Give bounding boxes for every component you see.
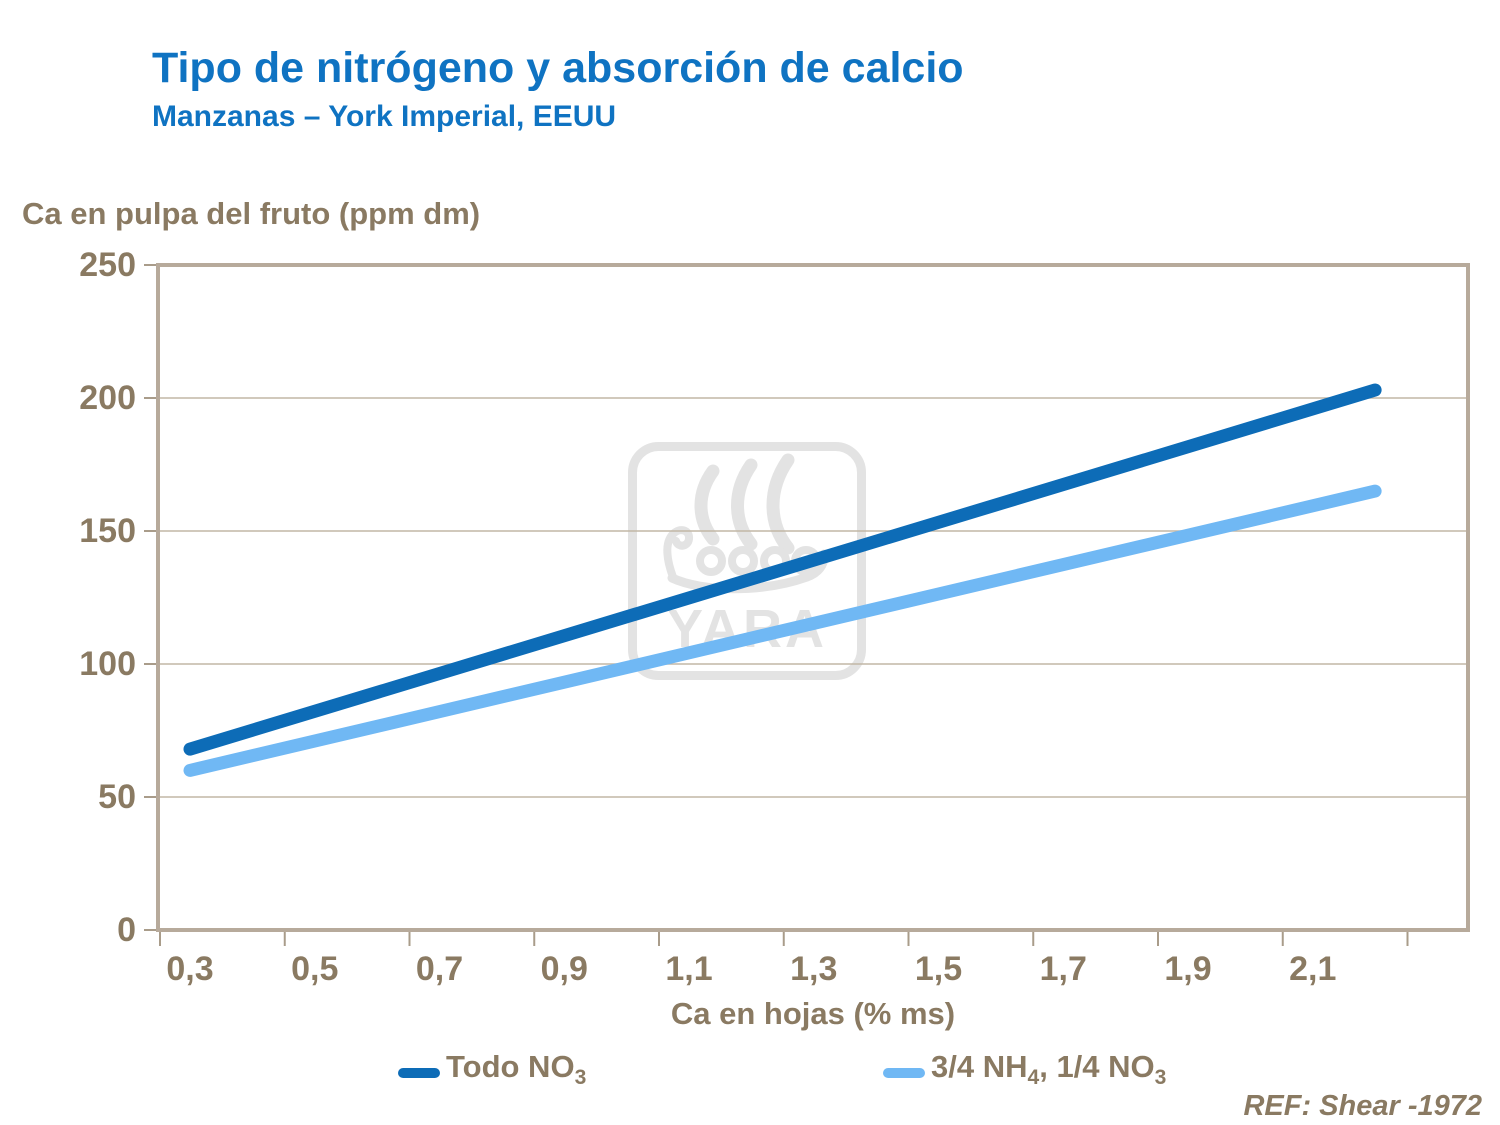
y-tick-label: 200 (79, 379, 136, 417)
x-tick-label: 0,3 (166, 950, 214, 988)
ship-shield-2 (728, 546, 758, 576)
yara-logo-watermark: YARA (627, 441, 867, 681)
page-title: Tipo de nitrógeno y absorción de calcio (152, 44, 964, 92)
ship-prow (663, 526, 694, 581)
x-tick-label: 0,5 (291, 950, 339, 988)
legend-item-nh4-no3: 3/4 NH4, 1/4 NO3 (883, 1048, 1166, 1097)
x-axis-title: Ca en hojas (% ms) (670, 996, 956, 1031)
page-subtitle: Manzanas – York Imperial, EEUU (152, 100, 617, 133)
x-tick-label: 2,1 (1289, 950, 1337, 988)
y-tick-label: 100 (79, 645, 136, 683)
ship-shield-3 (760, 546, 790, 576)
y-axis-title: Ca en pulpa del fruto (ppm dm) (22, 196, 481, 231)
legend-swatch-todo-no3 (398, 1067, 440, 1078)
reference-note: REF: Shear -1972 (1243, 1090, 1482, 1122)
y-tick-label: 250 (79, 246, 136, 284)
ship-sail-3 (766, 453, 795, 555)
x-tick-label: 1,9 (1164, 950, 1212, 988)
ship-shield-4 (791, 546, 821, 576)
legend-label-todo-no3: Todo NO3 (446, 1049, 587, 1090)
x-tick-label: 1,5 (914, 950, 963, 988)
y-tick-label: 50 (98, 778, 136, 816)
ship-sail-1 (694, 464, 720, 546)
chart-legend: Todo NO3 3/4 NH4, 1/4 NO3 (0, 1048, 1500, 1094)
y-tick-label: 150 (79, 512, 136, 550)
x-tick-label: 0,7 (415, 950, 464, 988)
y-tick-label: 0 (117, 911, 136, 949)
ship-sail-2 (731, 458, 758, 551)
watermark-text: YARA (667, 599, 827, 659)
x-tick-label: 0,9 (540, 950, 588, 988)
legend-swatch-nh4-no3 (883, 1067, 925, 1078)
x-tick-label: 1,3 (790, 950, 838, 988)
x-tick-label: 1,1 (665, 950, 713, 988)
x-tick-label: 1,7 (1039, 950, 1087, 988)
legend-label-nh4-no3: 3/4 NH4, 1/4 NO3 (931, 1049, 1167, 1090)
ship-shield-1 (696, 546, 726, 576)
legend-item-todo-no3: Todo NO3 (398, 1048, 586, 1097)
